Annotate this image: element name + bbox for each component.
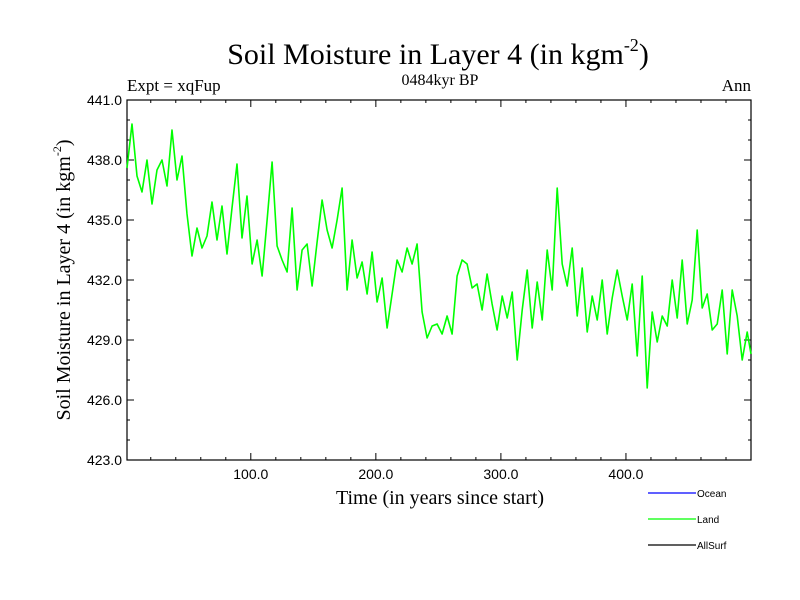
y-tick-label: 429.0 <box>87 332 122 348</box>
legend-label-ocean: Ocean <box>697 489 726 500</box>
plot-frame <box>126 99 752 461</box>
x-axis-label: Time (in years since start) <box>336 487 544 509</box>
y-tick-label: 426.0 <box>87 392 122 408</box>
x-tick-label: 200.0 <box>358 466 393 482</box>
y-axis-label: Soil Moisture in Layer 4 (in kgm-2) <box>50 139 75 420</box>
y-tick-label: 435.0 <box>87 212 122 228</box>
season-label: Ann <box>722 76 752 95</box>
x-tick-label: 400.0 <box>608 466 643 482</box>
legend-label-land: Land <box>697 515 719 526</box>
x-tick-label: 300.0 <box>483 466 518 482</box>
legend-label-allsurf: AllSurf <box>697 541 727 552</box>
chart-title: Soil Moisture in Layer 4 (in kgm-2) <box>227 35 649 71</box>
x-tick-label: 100.0 <box>233 466 268 482</box>
experiment-label: Expt = xqFup <box>127 76 221 95</box>
series-line-land <box>126 123 752 389</box>
y-tick-label: 432.0 <box>87 272 122 288</box>
period-label: 0484kyr BP <box>402 72 479 89</box>
y-tick-label: 423.0 <box>87 452 122 468</box>
y-tick-label: 441.0 <box>87 92 122 108</box>
y-tick-label: 438.0 <box>87 152 122 168</box>
